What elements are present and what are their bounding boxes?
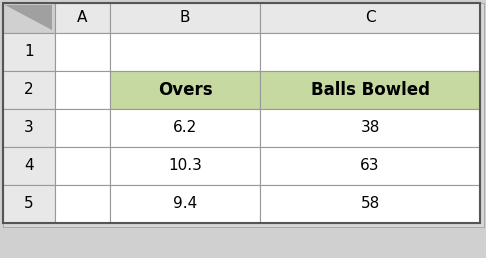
Text: 9.4: 9.4 bbox=[173, 197, 197, 212]
Bar bbox=[110, 109, 260, 147]
Bar bbox=[55, 71, 110, 109]
Text: Overs: Overs bbox=[157, 81, 212, 99]
Polygon shape bbox=[5, 5, 52, 30]
Text: C: C bbox=[364, 11, 375, 26]
Bar bbox=[3, 3, 484, 227]
Text: 38: 38 bbox=[360, 120, 380, 135]
Bar bbox=[55, 147, 110, 185]
Bar bbox=[3, 147, 55, 185]
Bar bbox=[3, 3, 480, 223]
Bar bbox=[260, 3, 480, 33]
Bar bbox=[55, 3, 110, 33]
Bar bbox=[3, 33, 55, 71]
Text: 10.3: 10.3 bbox=[168, 158, 202, 173]
Text: 6.2: 6.2 bbox=[173, 120, 197, 135]
Bar bbox=[260, 33, 480, 71]
Bar bbox=[260, 185, 480, 223]
Bar bbox=[3, 3, 55, 33]
Text: 3: 3 bbox=[24, 120, 34, 135]
Text: 2: 2 bbox=[24, 83, 34, 98]
Bar bbox=[110, 33, 260, 71]
Text: A: A bbox=[77, 11, 87, 26]
Bar bbox=[110, 185, 260, 223]
Text: 1: 1 bbox=[24, 44, 34, 60]
Bar bbox=[110, 3, 260, 33]
Text: B: B bbox=[180, 11, 190, 26]
Bar bbox=[3, 71, 55, 109]
Bar bbox=[110, 147, 260, 185]
Text: Balls Bowled: Balls Bowled bbox=[311, 81, 430, 99]
Bar bbox=[260, 147, 480, 185]
Bar bbox=[110, 71, 260, 109]
Text: 4: 4 bbox=[24, 158, 34, 173]
Bar bbox=[260, 71, 480, 109]
Text: 5: 5 bbox=[24, 197, 34, 212]
Bar bbox=[3, 109, 55, 147]
Bar bbox=[55, 33, 110, 71]
Bar bbox=[55, 185, 110, 223]
Bar bbox=[260, 109, 480, 147]
Text: 63: 63 bbox=[360, 158, 380, 173]
Bar bbox=[3, 185, 55, 223]
Bar bbox=[55, 109, 110, 147]
Text: 58: 58 bbox=[361, 197, 380, 212]
